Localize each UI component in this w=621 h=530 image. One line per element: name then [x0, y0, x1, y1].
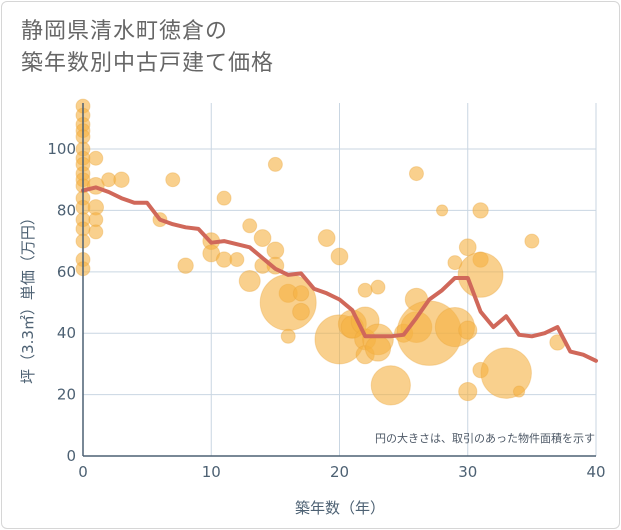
bubble-point	[165, 172, 181, 188]
bubble-point	[458, 238, 477, 257]
tick-labels: 0 10 20 30 40 0 20 40 60 80 100	[47, 140, 605, 481]
trend-line-layer	[81, 185, 598, 363]
bubble-point	[292, 302, 310, 321]
bubble-point	[364, 335, 392, 362]
size-note: 円の大きさは、取引のあった物件面積を示す	[375, 431, 595, 445]
bubble-point	[317, 229, 336, 247]
bubble-point	[292, 285, 310, 302]
bubble-point	[177, 257, 194, 274]
y-tick-label: 100	[47, 140, 76, 158]
bubble-point	[480, 347, 532, 399]
bubble-point	[357, 282, 373, 298]
bubble-point	[88, 224, 104, 240]
bubble-point	[238, 270, 261, 293]
bubble-point	[280, 328, 296, 344]
chart-title-line-1: 静岡県清水町徳倉の	[21, 19, 229, 44]
x-tick-label: 10	[202, 463, 221, 481]
x-axis-label: 築年数（年）	[295, 499, 385, 517]
x-tick-label: 40	[586, 463, 605, 481]
bubble-point	[88, 150, 104, 166]
y-tick-label: 80	[57, 201, 76, 219]
trend-line	[81, 185, 598, 363]
grid-lines	[82, 103, 597, 457]
bubble-point	[330, 247, 349, 266]
y-tick-label: 0	[66, 447, 76, 465]
bubble-point	[242, 218, 258, 234]
bubble-point	[267, 156, 283, 172]
bubble-layer	[75, 98, 566, 406]
bubble-point	[524, 233, 540, 249]
bubble-point	[253, 229, 272, 247]
bubble-point	[229, 252, 245, 268]
bubble-point	[408, 166, 424, 182]
bubble-point	[512, 385, 526, 398]
y-tick-label: 40	[57, 324, 76, 342]
chart-title-line-2: 築年数別中古戸建て価格	[21, 51, 275, 76]
bubble-point	[458, 320, 478, 340]
bubble-point	[370, 365, 411, 406]
bubble-point	[457, 251, 504, 298]
bubble-point	[436, 204, 449, 217]
axes	[82, 103, 596, 457]
bubble-point	[472, 202, 489, 219]
x-tick-label: 0	[78, 463, 88, 481]
y-tick-label: 20	[57, 386, 76, 404]
bubble-point	[370, 279, 386, 295]
bubble-point	[458, 381, 478, 402]
y-tick-label: 60	[57, 263, 76, 281]
bubble-point	[216, 190, 232, 206]
chart-title: 静岡県清水町徳倉の 築年数別中古戸建て価格	[21, 16, 274, 80]
y-axis-label: 坪（3.3㎡）単価（万円）	[19, 210, 37, 384]
bubble-point	[113, 171, 130, 188]
x-tick-label: 20	[330, 463, 349, 481]
bubble-point	[266, 241, 285, 260]
x-tick-label: 30	[458, 463, 477, 481]
